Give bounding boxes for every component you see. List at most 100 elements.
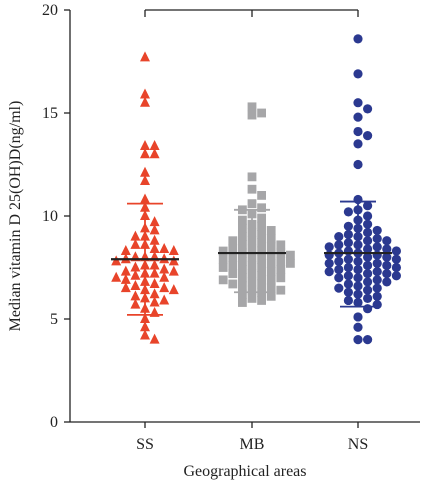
ns-data-point [391,262,401,273]
ss-data-point [140,51,150,62]
ss-data-point [120,265,131,276]
mb-data-point [238,215,247,225]
mb-data-point [266,250,276,260]
mb-data-point [228,261,238,270]
ss-data-point [149,224,160,235]
ss-data-point [159,271,170,282]
ss-data-point [149,288,160,299]
comparison-bracket [144,9,359,17]
ns-data-point [343,262,353,273]
mb-data-point [238,232,247,241]
ns-data-point [391,254,401,264]
mb-data-point [266,275,276,285]
mb-data-point [218,275,228,285]
ns-data-point [372,225,382,236]
ss-data-point [140,329,150,340]
mb-data-point [228,252,238,262]
mb-data-point [257,221,266,231]
ss-data-point [149,234,160,245]
x-ticks: SS MB NS [136,422,368,453]
mb-data-point [238,223,247,233]
ns-data-point [391,246,401,256]
ns-data-point [372,258,382,268]
ss-data-point [149,296,160,307]
mb-data-point [247,199,257,209]
ss-data-point [149,277,160,288]
ns-data-point [343,287,353,297]
ss-data-point [120,282,131,293]
ns-data-point [363,219,373,229]
ss-data-point [149,148,160,159]
ns-data-point [324,267,334,277]
mb-data-point [247,110,257,120]
ns-data-point [363,269,373,279]
mb-data-point [218,246,228,256]
mb-data-point [247,294,257,303]
ns-data-point [363,244,373,254]
ns-data-point [334,240,344,250]
ns-data-point [382,244,392,254]
mb-data-point [276,273,286,283]
ss-data-point [130,290,141,301]
ns-data-point [363,211,373,221]
ns-data-point [353,112,363,122]
x-tick-label: MB [240,436,265,453]
mb-data-point [238,298,247,307]
median-and-whisker-bars [111,200,392,316]
mb-data-point [257,271,266,281]
ss-data-point [130,238,141,249]
ns-data-point [353,126,363,137]
ns-data-point [363,285,373,295]
mb-data-point [247,172,257,182]
ss-data-point [168,284,179,295]
ss-data-point [140,313,150,323]
ns-data-point [382,277,392,287]
ns-data-point [363,131,373,141]
mb-data-point [276,240,286,250]
y-ticks: 0 5 10 15 20 [42,2,70,431]
mb-data-point [276,256,286,266]
mb-data-point [276,265,286,274]
ns-data-point [363,104,373,114]
ns-data-point [372,242,382,252]
mb-data-point [247,102,257,112]
mb-data-point [257,238,266,248]
ns-data-point [343,279,353,289]
ss-data-point [140,148,150,159]
ns-data-point [324,250,334,260]
ss-data-point [140,321,150,332]
ss-data-point [159,282,170,293]
ss-data-point [159,242,170,253]
mb-data-point [238,256,247,266]
ns-data-point [372,291,382,301]
ss-data-point [140,139,150,150]
y-tick-label: 15 [42,105,58,122]
ns-data-point [353,139,363,149]
mb-data-point [238,273,247,283]
mb-data-point [228,279,238,289]
ss-data-point [168,245,179,256]
ns-data-point [324,242,334,252]
ns-data-point [353,69,363,79]
mb-data-point [266,291,276,301]
ns-data-point [334,273,344,283]
mb-data-point [266,283,276,293]
ss-data-point [168,265,179,276]
ss-data-point [159,263,170,274]
ns-data-point [343,229,353,240]
ss-data-point [120,273,131,284]
ns-data-point [343,221,353,231]
ss-data-point [149,139,160,150]
mb-data-point [257,296,266,305]
ss-data-point [140,174,150,185]
mb-data-point [257,279,266,289]
ns-data-point [343,271,353,281]
ns-data-point [343,238,353,248]
ns-data-point [372,250,382,260]
ss-data-point [120,245,131,256]
ns-data-point [372,275,382,285]
ns-data-point [363,335,373,345]
ss-data-point [130,298,141,309]
ns-data-point [334,264,344,275]
